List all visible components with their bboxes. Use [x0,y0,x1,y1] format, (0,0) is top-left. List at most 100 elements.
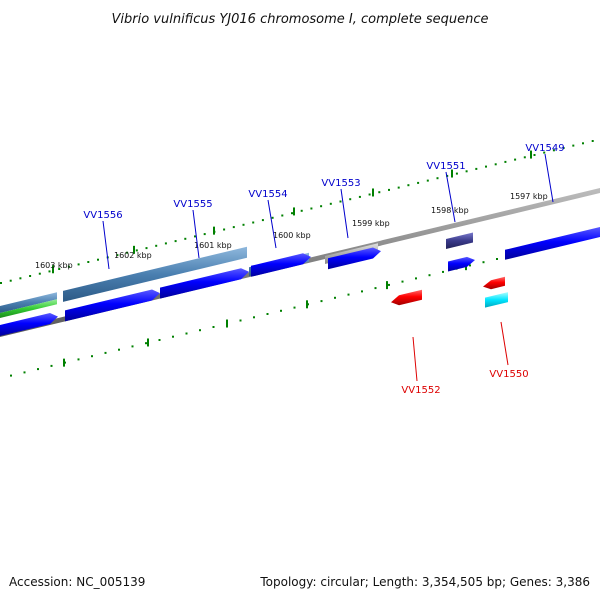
gene-label-vv1555[interactable]: VV1555 [173,199,212,210]
gene-label-vv1551[interactable]: VV1551 [426,161,465,172]
tick-dot [417,181,420,184]
tick-dot [320,205,323,208]
tick-dot [572,144,575,147]
tick-dot [19,277,22,280]
tick-dot [514,158,517,161]
gene-leader-line [267,199,277,249]
tick-dot [266,313,269,315]
tick-dot [242,223,245,226]
tick-dot [334,296,336,299]
gene-features [0,227,600,336]
tick-dot [118,348,120,351]
kbp-label: 1597 kbp [510,192,548,201]
tick-dot [378,191,381,194]
kbp-ticks: 1603 kbp 1602 kbp 1601 kbp 1600 kbp 1599 kbp… [0,140,594,377]
gene-leader-line [412,336,418,382]
cds-forward [505,227,600,260]
tick-dot [320,300,323,303]
topology-label: Topology: circular; Length: 3,354,505 bp… [259,575,590,589]
tick-dot [310,207,313,210]
gene-leader-line [445,171,456,223]
gene-label-vv1556[interactable]: VV1556 [83,210,122,221]
tick-dot [212,326,215,328]
gene-labels: VV1556 VV1555 VV1554 VV1553 VV1551 VV1549 VV15… [83,143,564,396]
tick-dot [194,235,196,238]
tick-dot [29,275,32,277]
tick-dot [67,265,70,268]
tick-dot [428,274,431,277]
map-title: Vibrio vulnificus YJ016 chromosome I, co… [111,12,488,27]
cds-forward [160,268,249,299]
tick-dot [426,179,429,182]
tick-dot [185,332,188,335]
tick-dot [552,149,555,152]
tick-dot [300,209,303,212]
tick-dot [349,198,352,201]
tick-dot [145,247,148,250]
feature-steel [0,292,57,313]
tick-dot [97,258,99,261]
tick-dot [199,329,201,332]
tick-dot [533,154,536,156]
gene-leader-line [192,209,200,259]
gene-label-vv1550[interactable]: VV1550 [489,369,528,380]
kbp-label: 1602 kbp [114,251,152,260]
tick-dot [0,282,2,284]
cds-forward [328,247,381,270]
tick-dot [126,251,129,254]
tick-dot [131,345,134,348]
tick-dot [281,214,284,217]
feature-purple [446,232,473,249]
feature-cyan [485,292,508,308]
tick-dot [58,268,61,270]
kbp-label: 1599 kbp [352,219,390,228]
tick-dot [50,364,53,367]
feature-green [0,299,57,318]
tick-dot [223,228,226,231]
tick-dot [91,355,93,358]
tick-dot [582,142,584,145]
tick-dot [271,216,274,219]
tick-dot [145,342,147,345]
gene-label-vv1553[interactable]: VV1553 [321,178,360,189]
tick-dot [442,270,444,273]
tick-dot [37,368,39,371]
tick-dot [401,280,404,283]
tick-dot [172,335,174,338]
tick-dot [485,165,487,168]
cds-reverse [483,276,505,290]
gene-label-vv1552[interactable]: VV1552 [401,385,440,396]
tick-dot [10,374,12,377]
gene-leader-line [500,321,509,366]
cds-reverse [391,289,422,306]
kbp-label: 1598 kbp [431,206,469,215]
tick-dot [494,163,497,166]
kbp-label: 1601 kbp [194,241,232,250]
tick-dot [465,170,468,173]
tick-dot [562,147,565,149]
tick-dot [358,195,361,198]
tick-dot [23,371,26,374]
tick-dot [104,351,107,354]
cds-forward [0,313,58,336]
tick-dot [155,244,158,247]
tick-dot [455,172,458,175]
tick-dot [87,261,90,263]
tick-dot [77,358,80,361]
gene-label-vv1549[interactable]: VV1549 [525,143,564,154]
gene-leader-line [102,220,110,270]
gene-label-vv1554[interactable]: VV1554 [248,189,287,200]
tick-dot [38,272,41,275]
gene-leader-line [340,188,349,239]
tick-dot [368,193,371,196]
tick-dot [252,221,255,224]
cds-forward [251,253,311,277]
tick-dot [347,293,350,296]
tick-dot [339,200,342,203]
accession-label: Accession: NC_005139 [9,575,145,589]
feature-steel [63,246,247,302]
tick-dot [415,277,417,280]
tick-dot [293,306,296,309]
